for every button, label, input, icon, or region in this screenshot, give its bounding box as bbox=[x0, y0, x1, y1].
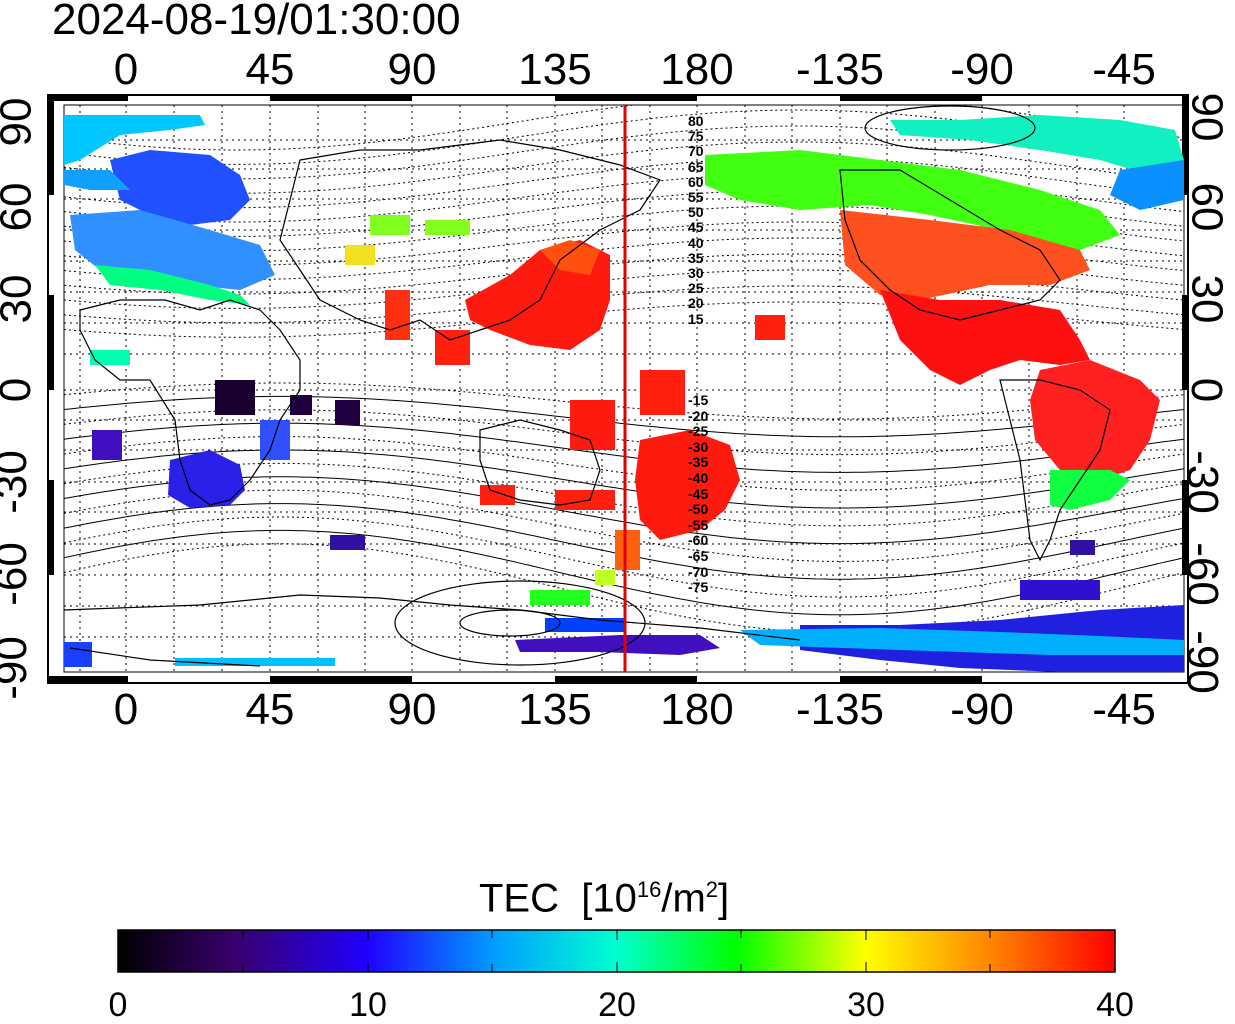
colorbar-tick-10: 10 bbox=[349, 986, 387, 1024]
mlat-label--50: -50 bbox=[688, 501, 709, 518]
mlat-label-60: 60 bbox=[688, 173, 704, 190]
tec-patch-north-america-north bbox=[705, 150, 1120, 250]
tec-patch-southern-africa bbox=[168, 450, 245, 508]
tec-patch-mediterranean bbox=[95, 265, 250, 305]
mlat-label--40: -40 bbox=[688, 470, 709, 486]
mlat-label-50: 50 bbox=[688, 204, 704, 221]
mlat-label--45: -45 bbox=[688, 485, 709, 502]
mlat-label--55: -55 bbox=[688, 516, 709, 533]
colorbar-unit-exp: 16 bbox=[636, 877, 662, 902]
tec-patch-central-america bbox=[880, 290, 1090, 385]
top-tick-135: 135 bbox=[518, 45, 592, 94]
colorbar-unit-prefix: [10 bbox=[581, 876, 637, 921]
bottom-tick-45: 45 bbox=[245, 685, 295, 734]
tec-patch-japan-north bbox=[540, 240, 600, 275]
mlat-label-70: 70 bbox=[688, 143, 704, 160]
mlat-label--20: -20 bbox=[688, 407, 709, 424]
mlat-label--65: -65 bbox=[688, 548, 709, 564]
top-tick-90: 90 bbox=[387, 45, 437, 94]
mlat-label-75: 75 bbox=[688, 128, 704, 145]
bottom-tick-m135: -135 bbox=[795, 685, 885, 734]
tec-patch-south-america-south bbox=[1050, 470, 1130, 510]
mlat-label--35: -35 bbox=[688, 454, 709, 471]
axis-tick-bars bbox=[48, 95, 1188, 682]
colorbar-minor-ticks bbox=[242, 930, 991, 972]
mlat-label-35: 35 bbox=[688, 249, 704, 266]
bottom-tick-135: 135 bbox=[518, 685, 592, 734]
bottom-tick-90: 90 bbox=[387, 685, 437, 734]
colorbar-tick-20: 20 bbox=[598, 986, 636, 1024]
tec-patch-antarctic-pacific bbox=[515, 635, 720, 655]
colorbar-title: TEC [1016/m2] bbox=[479, 868, 729, 920]
tec-patch-north-america bbox=[840, 210, 1090, 300]
timestamp-title: 2024-08-19/01:30:00 bbox=[52, 0, 461, 44]
colorbar-label: TEC bbox=[479, 876, 559, 921]
top-tick-m135: -135 bbox=[795, 45, 885, 94]
mlat-label--30: -30 bbox=[688, 438, 709, 455]
mlat-label-30: 30 bbox=[688, 265, 704, 281]
mlat-label--25: -25 bbox=[688, 423, 709, 440]
mlat-label-20: 20 bbox=[688, 295, 704, 312]
colorbar-unit-exp2: 2 bbox=[705, 877, 719, 902]
bottom-tick-180: 180 bbox=[660, 685, 734, 734]
colorbar-tick-40: 40 bbox=[1096, 986, 1134, 1024]
mlat-contour bbox=[64, 543, 1184, 634]
mlat-label--75: -75 bbox=[688, 579, 709, 596]
mlat-label-25: 25 bbox=[688, 280, 704, 297]
top-tick-m90: -90 bbox=[950, 45, 1014, 94]
mlat-label-15: 15 bbox=[688, 310, 704, 327]
top-tick-0: 0 bbox=[113, 45, 139, 94]
bottom-tick-m90: -90 bbox=[950, 685, 1014, 734]
mlat-label-65: 65 bbox=[688, 158, 704, 175]
tec-patch-antarctic-band bbox=[740, 628, 1184, 655]
top-tick-45: 45 bbox=[245, 45, 295, 94]
colorbar-unit-mid: /m bbox=[661, 876, 706, 921]
tec-patch-baffin bbox=[1110, 160, 1184, 210]
tec-patch-canada-arctic bbox=[890, 115, 1184, 175]
mlat-label--70: -70 bbox=[688, 563, 709, 580]
mlat-label--15: -15 bbox=[688, 392, 709, 408]
colorbar-tick-30: 30 bbox=[847, 986, 885, 1024]
colorbar-tick-0: 0 bbox=[108, 986, 128, 1024]
colorbar-unit-suffix: ] bbox=[718, 876, 730, 921]
tec-patch-greenland-sea bbox=[64, 115, 205, 165]
tec-patch-north-atlantic bbox=[64, 170, 130, 190]
coastlines bbox=[64, 105, 1111, 667]
top-tick-m45: -45 bbox=[1092, 45, 1156, 94]
mlat-contour bbox=[64, 409, 1184, 456]
mlat-label-55: 55 bbox=[688, 189, 704, 205]
bottom-tick-m45: -45 bbox=[1092, 685, 1156, 734]
mlat-label-80: 80 bbox=[688, 113, 704, 129]
tec-patch-south-pacific bbox=[635, 430, 740, 540]
mlat-label--60: -60 bbox=[688, 532, 709, 549]
tec-patch-south-america bbox=[1030, 360, 1160, 480]
mlat-label-40: 40 bbox=[688, 234, 704, 251]
top-tick-180: 180 bbox=[660, 45, 734, 94]
bottom-tick-0: 0 bbox=[113, 685, 139, 734]
tec-patch-scandinavia bbox=[110, 150, 250, 225]
mlat-label-45: 45 bbox=[688, 219, 704, 236]
